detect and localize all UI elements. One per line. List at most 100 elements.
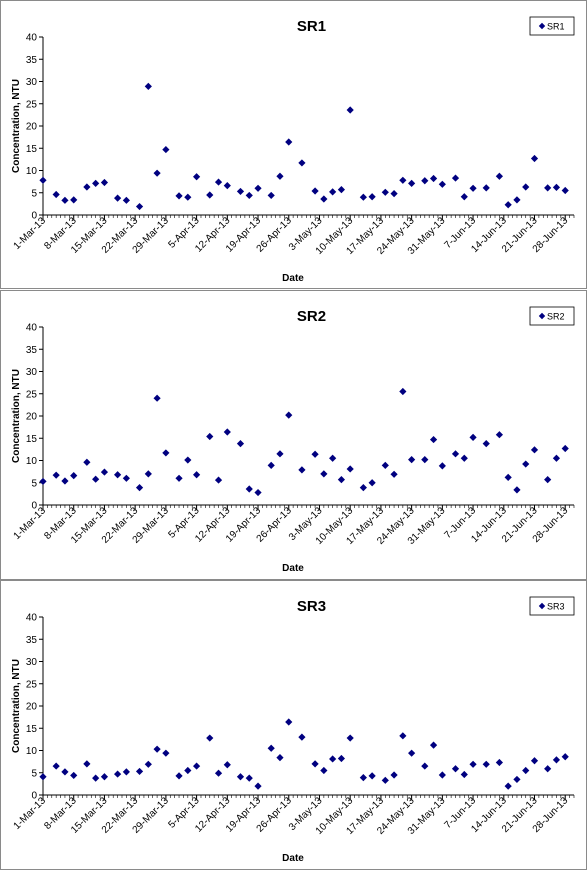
data-point xyxy=(482,760,490,768)
data-point xyxy=(61,768,69,776)
data-point xyxy=(267,191,275,200)
data-point xyxy=(83,760,91,768)
data-point xyxy=(285,138,293,146)
data-point xyxy=(175,192,183,200)
data-point xyxy=(399,732,407,740)
data-point xyxy=(70,771,78,780)
data-point xyxy=(320,470,328,478)
data-point xyxy=(206,734,214,742)
data-point xyxy=(184,193,192,201)
y-tick-label: 5 xyxy=(31,188,37,199)
chart-title: SR2 xyxy=(297,308,326,325)
data-point xyxy=(337,476,346,484)
y-tick-label: 15 xyxy=(26,724,38,735)
data-point xyxy=(175,772,183,780)
data-point xyxy=(504,473,512,482)
data-point xyxy=(153,169,161,177)
x-axis-title: Date xyxy=(282,563,304,574)
data-point xyxy=(504,782,512,790)
data-point xyxy=(52,190,60,199)
data-point xyxy=(552,756,561,764)
data-point xyxy=(513,196,521,204)
data-point xyxy=(329,755,337,763)
data-point xyxy=(61,196,69,204)
legend-marker xyxy=(538,22,546,30)
data-point xyxy=(298,733,306,741)
data-point xyxy=(298,466,306,474)
legend-marker xyxy=(538,602,546,610)
data-point xyxy=(495,172,503,180)
data-point xyxy=(83,183,91,191)
data-point xyxy=(236,187,245,196)
data-point xyxy=(561,753,569,761)
data-point xyxy=(61,477,69,485)
data-point xyxy=(122,768,130,776)
data-point xyxy=(153,394,161,402)
data-point xyxy=(245,191,253,200)
data-point xyxy=(298,159,306,167)
data-point xyxy=(214,769,223,777)
data-point xyxy=(368,772,376,780)
data-point xyxy=(421,177,429,185)
data-point xyxy=(359,484,367,492)
data-point xyxy=(285,718,293,726)
data-point xyxy=(495,431,503,439)
data-point xyxy=(469,184,477,192)
data-point xyxy=(438,462,446,470)
x-axis-title: Date xyxy=(282,853,304,864)
legend-label: SR2 xyxy=(547,312,565,322)
y-axis-title: Concentration, NTU xyxy=(11,369,22,463)
legend: SR1 xyxy=(529,16,575,36)
y-tick-label: 25 xyxy=(26,679,38,690)
data-point xyxy=(184,456,192,464)
data-point xyxy=(429,174,438,183)
data-point xyxy=(513,486,521,494)
data-point xyxy=(460,770,468,779)
data-point xyxy=(368,193,376,201)
data-point xyxy=(52,471,60,479)
data-point xyxy=(552,183,561,192)
data-point xyxy=(276,754,284,762)
legend-box xyxy=(529,306,575,326)
data-point xyxy=(544,476,552,484)
y-axis-title: Concentration, NTU xyxy=(11,659,22,753)
data-point xyxy=(513,775,521,784)
chart-panel-sr1: SR1 0 5 10 15 20 25 30 35 40 1-Mar-13 8-Mar-13 15-Ma… xyxy=(0,0,587,289)
y-tick-label: 0 xyxy=(31,211,37,222)
data-point xyxy=(223,182,231,190)
data-point xyxy=(530,154,539,163)
data-point xyxy=(460,193,468,201)
data-point xyxy=(162,449,170,457)
data-point xyxy=(381,188,389,196)
data-point xyxy=(311,450,319,458)
data-point xyxy=(429,741,438,749)
data-point xyxy=(70,196,78,204)
data-point xyxy=(92,774,100,782)
data-point xyxy=(429,435,438,444)
chart-panel-sr2: SR2 0 5 10 15 20 25 30 35 40 1-Mar-13 8-Mar-13 15-Ma… xyxy=(0,290,587,580)
y-tick-label: 10 xyxy=(26,166,38,177)
data-point xyxy=(346,106,354,114)
data-point xyxy=(236,773,245,781)
data-point xyxy=(39,773,47,781)
y-tick-label: 30 xyxy=(26,77,38,88)
data-point xyxy=(469,760,477,768)
legend-label: SR1 xyxy=(547,22,565,32)
data-point xyxy=(135,202,144,211)
y-tick-label: 15 xyxy=(26,144,38,155)
data-point xyxy=(421,762,429,770)
data-point xyxy=(52,762,60,770)
x-tick-label: 1-Mar-13 xyxy=(12,215,49,252)
y-tick-label: 35 xyxy=(26,345,38,356)
data-point xyxy=(70,472,78,480)
data-point xyxy=(399,387,407,396)
data-point xyxy=(381,461,389,469)
y-tick-label: 30 xyxy=(26,367,38,378)
chart-svg: SR205101520253035401-Mar-138-Mar-1315-Ma… xyxy=(11,306,575,574)
data-point xyxy=(381,776,389,784)
data-point xyxy=(421,456,429,464)
y-tick-label: 0 xyxy=(31,791,37,802)
data-point xyxy=(39,176,47,184)
y-tick-label: 20 xyxy=(26,702,38,713)
chart-title: SR3 xyxy=(297,598,326,615)
